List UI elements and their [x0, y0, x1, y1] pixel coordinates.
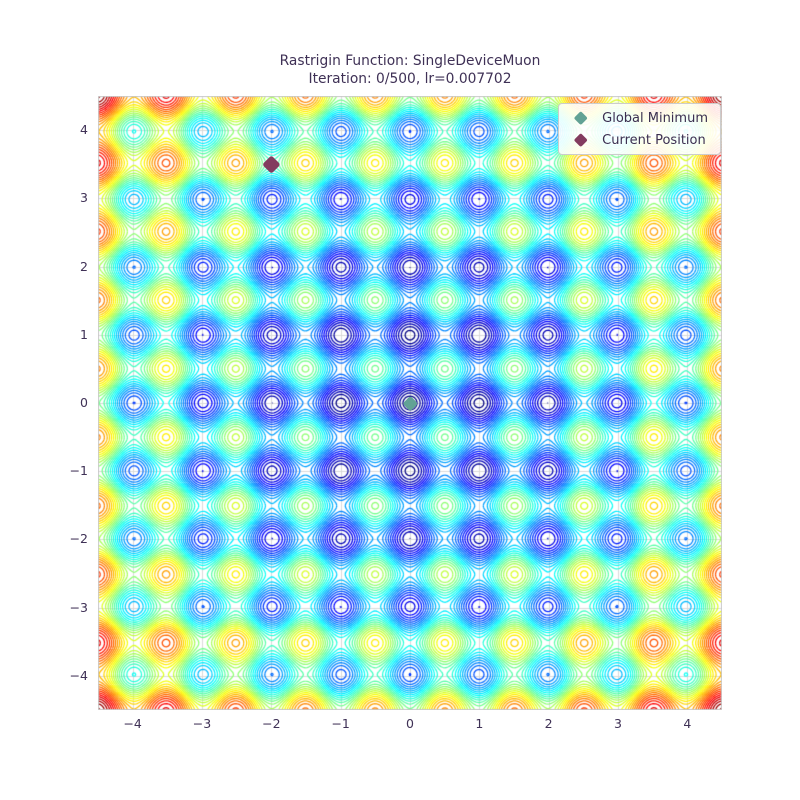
legend-item-current-position: Current Position: [567, 130, 708, 150]
x-tick-label: −2: [262, 716, 281, 731]
legend: Global Minimum Current Position: [558, 103, 721, 155]
y-tick-label: −1: [69, 463, 88, 479]
y-tick-label: 2: [80, 258, 88, 274]
x-tick-label: 0: [406, 716, 414, 731]
x-tick-label: −4: [123, 716, 142, 731]
x-tick-label: 3: [614, 716, 622, 731]
x-tick-label: 4: [683, 716, 692, 731]
legend-label-current-position: Current Position: [602, 132, 706, 148]
current-position-diamond-icon: [574, 133, 588, 147]
y-tick-label: 0: [80, 395, 88, 410]
plot-title: Rastrigin Function: SingleDeviceMuon Ite…: [98, 53, 722, 88]
x-tick-label: −3: [192, 716, 212, 731]
x-tick-label: 2: [544, 716, 553, 731]
y-tick-label: 1: [80, 326, 88, 342]
y-tick-label: 3: [80, 190, 88, 206]
legend-item-global-minimum: Global Minimum: [567, 108, 708, 128]
y-tick-label: −3: [69, 599, 88, 615]
plot-title-line-1: Rastrigin Function: SingleDeviceMuon: [279, 53, 541, 69]
x-tick-label: 1: [475, 716, 484, 731]
legend-label-global-minimum: Global Minimum: [602, 110, 708, 126]
y-tick-label: −2: [69, 531, 88, 547]
legend-handle: [567, 111, 595, 125]
y-tick-label: 4: [80, 122, 88, 138]
global-minimum-diamond-icon: [574, 111, 588, 125]
y-tick-label: −4: [69, 667, 88, 683]
plot-title-line-2: Iteration: 0/500, lr=0.007702: [308, 70, 512, 87]
x-tick-label: −1: [331, 716, 350, 731]
legend-handle: [567, 133, 595, 147]
